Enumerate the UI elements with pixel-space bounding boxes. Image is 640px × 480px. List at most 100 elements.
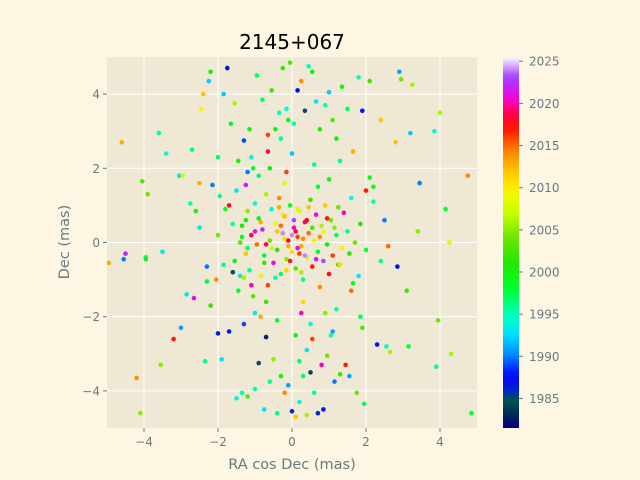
data-point [306, 64, 311, 69]
data-point [271, 260, 276, 266]
data-point [262, 260, 267, 266]
data-point [347, 373, 352, 379]
y-tick-label: −4 [82, 384, 100, 398]
data-point [282, 236, 287, 242]
x-tick-label: −2 [209, 435, 227, 449]
data-point [310, 336, 315, 342]
data-point [323, 102, 328, 108]
data-point [191, 295, 197, 301]
data-point [341, 210, 347, 216]
data-point [221, 262, 226, 268]
data-point [289, 151, 295, 156]
data-point [267, 238, 273, 243]
data-point [252, 310, 258, 316]
data-point [121, 256, 126, 262]
data-point [358, 221, 363, 227]
data-point [263, 192, 269, 197]
x-tick-label: −4 [135, 435, 153, 449]
plot-area [107, 57, 477, 428]
data-point [330, 117, 336, 123]
data-point [243, 251, 249, 256]
data-point [417, 180, 422, 186]
data-point [263, 334, 269, 340]
data-point [284, 106, 289, 112]
data-point [232, 258, 237, 264]
grid-lines [107, 57, 477, 428]
data-point [356, 273, 361, 279]
data-point [350, 281, 356, 286]
data-point [289, 249, 295, 255]
data-point [230, 269, 236, 275]
data-point [328, 217, 334, 223]
data-point [249, 232, 254, 238]
data-point [300, 373, 306, 379]
data-point [384, 344, 389, 349]
data-point [274, 410, 280, 416]
data-point [308, 370, 313, 375]
data-point [286, 238, 291, 243]
data-point [308, 197, 313, 203]
y-tick-label: 0 [92, 236, 100, 250]
data-point [398, 77, 404, 82]
data-point [306, 230, 311, 236]
data-point [319, 362, 324, 368]
data-point [293, 333, 299, 338]
data-point [295, 245, 300, 251]
chart-title: 2145+067 [239, 30, 345, 54]
data-point [324, 216, 330, 221]
data-point [356, 75, 361, 80]
data-point [326, 89, 332, 95]
data-point [202, 358, 208, 364]
data-point [273, 127, 278, 132]
data-point [197, 180, 202, 186]
data-point [332, 379, 337, 384]
y-axis-ticks: −4 −2 0 2 4 [82, 88, 107, 398]
data-point [304, 412, 310, 418]
data-point [337, 262, 343, 268]
data-point [310, 69, 315, 75]
data-point [274, 318, 280, 323]
data-point [367, 78, 373, 84]
data-point [334, 307, 339, 312]
data-point [348, 288, 354, 294]
data-point [295, 234, 300, 240]
data-point [311, 238, 317, 243]
data-point [295, 206, 300, 212]
data-point [302, 108, 308, 114]
data-point [313, 256, 319, 262]
data-point [332, 225, 337, 230]
data-point [299, 310, 304, 316]
data-point [360, 108, 365, 114]
data-point [410, 82, 415, 88]
data-point [215, 331, 221, 336]
data-point [193, 208, 199, 214]
data-point [286, 383, 291, 388]
data-point [189, 147, 195, 153]
data-point [280, 65, 286, 71]
data-point [245, 169, 250, 175]
data-point [465, 173, 471, 178]
data-point [315, 410, 321, 416]
colorbar-tick-label: 1990 [529, 350, 560, 364]
data-point [221, 91, 226, 97]
data-point [348, 195, 354, 201]
colorbar-gradient [503, 57, 519, 428]
data-point [250, 166, 256, 171]
data-point [299, 243, 304, 249]
data-point [276, 205, 282, 210]
data-point [289, 409, 295, 414]
data-point [299, 269, 304, 275]
data-point [284, 268, 289, 273]
data-point [323, 310, 328, 316]
data-point [319, 223, 324, 229]
data-point [297, 251, 302, 256]
data-point [328, 333, 334, 338]
data-point [210, 182, 215, 188]
data-point [287, 203, 293, 208]
data-point [282, 390, 287, 396]
data-point [435, 318, 441, 323]
data-point [382, 217, 387, 223]
data-point [269, 88, 274, 93]
data-point [352, 240, 358, 245]
colorbar-tick-label: 2010 [529, 181, 560, 195]
